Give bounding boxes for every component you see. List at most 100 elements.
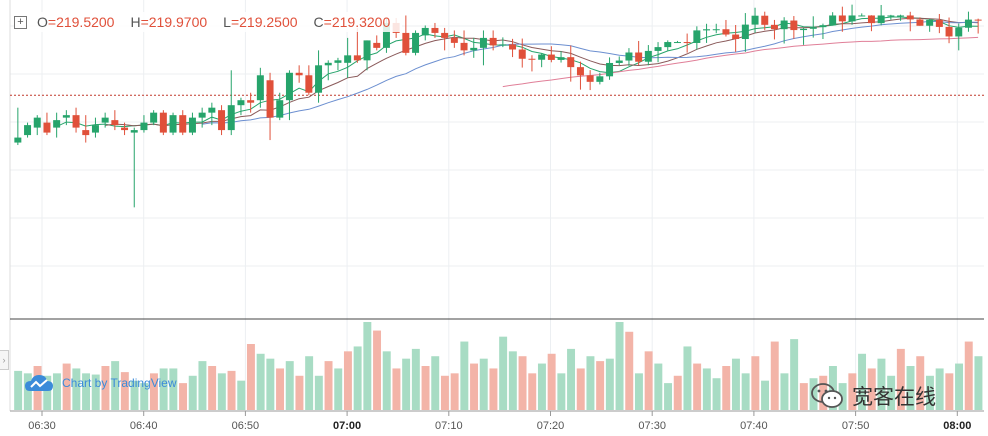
candle-up: [24, 125, 32, 136]
plus-square-icon[interactable]: +: [14, 15, 27, 29]
volume-bar-up: [159, 368, 168, 410]
candle-up: [334, 60, 342, 63]
candle-down: [509, 44, 517, 50]
volume-bar-down: [440, 375, 449, 410]
time-tick-label: 07:30: [638, 420, 666, 432]
volume-bar-up: [615, 322, 624, 410]
time-tick-label: 07:40: [740, 420, 768, 432]
volume-bar-down: [693, 363, 702, 410]
volume-bar-up: [188, 375, 197, 410]
volume-bar-up: [353, 346, 362, 410]
candle-up: [897, 15, 905, 17]
candle-up: [673, 42, 681, 44]
volume-bar-up: [72, 368, 81, 410]
candle-up: [33, 117, 41, 128]
volume-bar-up: [877, 358, 886, 410]
volume-bar-down: [227, 370, 236, 410]
candle-down: [974, 19, 982, 21]
volume-bar-up: [537, 363, 546, 410]
volume-bar-down: [770, 341, 779, 410]
candle-down: [528, 58, 536, 60]
candle-up: [780, 20, 788, 30]
candle-up: [256, 75, 264, 101]
candle-down: [916, 19, 924, 26]
candle-up: [964, 19, 972, 28]
volume-bar-down: [62, 363, 71, 410]
candle-down: [576, 67, 584, 76]
candle-down: [635, 52, 643, 62]
volume-bar-down: [343, 351, 352, 410]
tradingview-branding[interactable]: Chart by TradingView: [24, 372, 177, 394]
candle-up: [324, 62, 332, 66]
time-tick-label: 07:50: [842, 420, 870, 432]
candle-up: [91, 125, 99, 133]
candle-down: [121, 127, 129, 131]
candlesticks: [14, 4, 982, 208]
time-tick-label: 07:20: [537, 420, 565, 432]
volume-bar-down: [470, 363, 479, 410]
volume-bar-down: [625, 331, 634, 410]
candle-down: [567, 57, 575, 68]
volume-bar-up: [402, 358, 411, 410]
candle-down: [722, 29, 730, 35]
candle-down: [159, 112, 167, 133]
candle-down: [402, 32, 410, 53]
candle-down: [111, 120, 119, 126]
candle-up: [421, 27, 429, 36]
candle-up: [499, 44, 507, 46]
volume-bar-down: [819, 375, 828, 410]
candle-up: [130, 130, 138, 133]
volume-bar-down: [547, 353, 556, 410]
volume-bar-up: [305, 356, 314, 410]
branding-text: Chart by TradingView: [62, 376, 177, 390]
candle-up: [596, 76, 604, 82]
volume-bar-down: [421, 366, 430, 410]
candle-down: [72, 115, 80, 128]
volume-bar-down: [528, 373, 537, 410]
volume-bar-up: [508, 351, 517, 410]
candle-up: [926, 19, 934, 26]
volume-bar-down: [324, 361, 333, 410]
candle-up: [809, 27, 817, 29]
ma-mid-line: [105, 17, 979, 127]
volume-bar-up: [974, 356, 983, 410]
ohlc-legend: + O =219.5200 H =219.9700 L =219.2500 C …: [14, 12, 403, 32]
candle-up: [140, 122, 148, 131]
candle-up: [538, 54, 546, 60]
volume-bar-up: [411, 348, 420, 410]
volume-bar-up: [702, 368, 711, 410]
volume-bar-down: [489, 368, 498, 410]
volume-bar-up: [314, 375, 323, 410]
candle-down: [547, 54, 555, 60]
candle-down: [770, 24, 778, 30]
volume-bar-up: [256, 353, 265, 410]
volume-bar-down: [518, 356, 527, 410]
candle-down: [373, 42, 381, 48]
candle-down: [218, 110, 226, 131]
volume-bar-down: [179, 383, 188, 410]
volume-bar-down: [373, 330, 382, 410]
volume-bar-down: [751, 356, 760, 410]
chart-grid: [9, 0, 984, 411]
candle-up: [412, 32, 420, 53]
candle-up: [237, 100, 245, 106]
time-tick-label: 07:00: [333, 420, 361, 432]
candle-up: [14, 137, 22, 143]
tradingview-cloud-icon: [25, 375, 53, 391]
ma-long-line: [502, 36, 979, 88]
volume-bar-up: [557, 373, 566, 410]
candle-up: [169, 115, 177, 133]
volume-bar-up: [82, 373, 91, 410]
candle-up: [751, 15, 759, 25]
collapse-handle[interactable]: ›: [0, 350, 9, 370]
volume-bar-up: [780, 373, 789, 410]
volume-bar-down: [644, 351, 653, 410]
candle-down: [295, 72, 303, 76]
candle-down: [82, 130, 90, 136]
volume-bar-down: [450, 373, 459, 410]
candle-down: [489, 37, 497, 46]
volume-bar-up: [130, 380, 139, 410]
volume-bar-up: [605, 358, 614, 410]
candle-down: [43, 122, 51, 133]
